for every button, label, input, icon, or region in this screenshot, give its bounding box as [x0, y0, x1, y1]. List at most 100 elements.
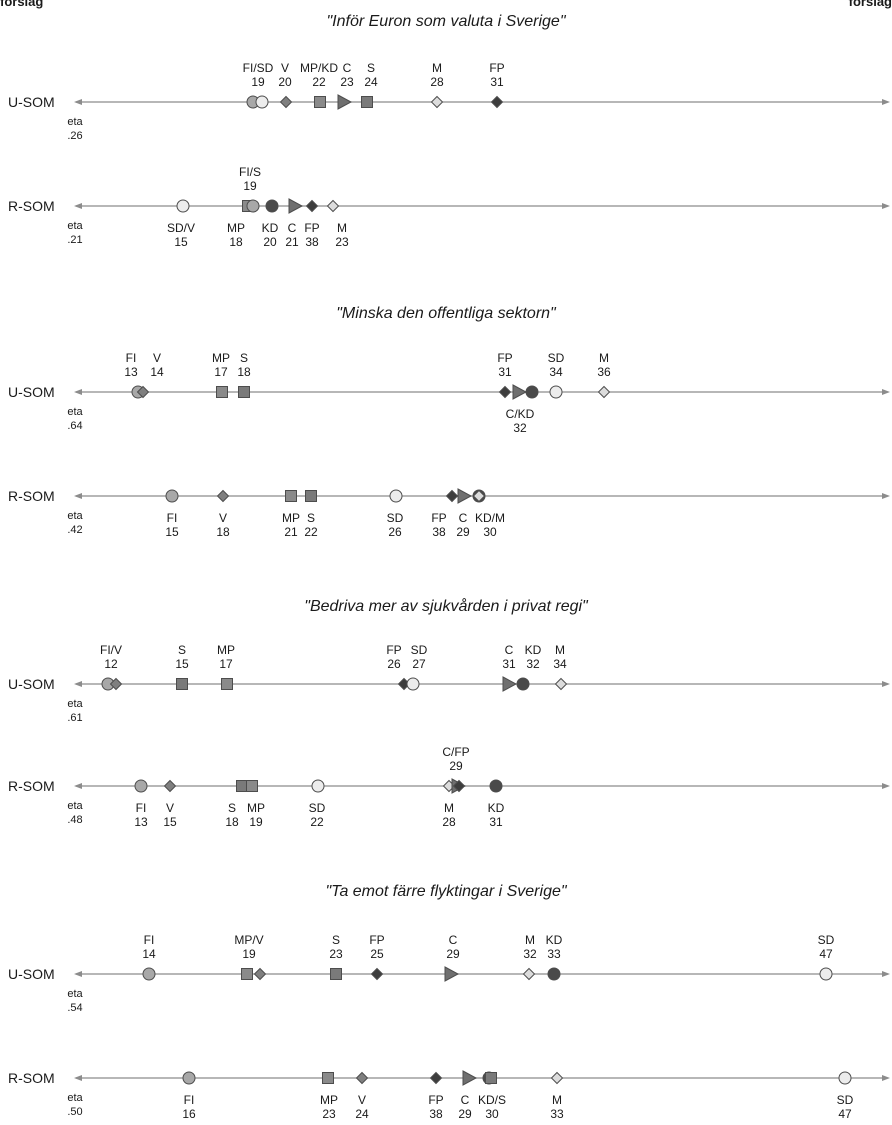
- party-label: FI: [144, 933, 155, 947]
- party-label: MP: [320, 1093, 338, 1107]
- party-label: M: [525, 933, 535, 947]
- party-label: M: [599, 351, 609, 365]
- party-label: FP: [431, 511, 446, 525]
- eta-label: eta: [67, 988, 83, 1000]
- party-value: 23: [340, 75, 354, 89]
- marker-sd: [389, 489, 403, 503]
- party-label: C: [461, 1093, 470, 1107]
- row-name: U-SOM: [8, 94, 55, 110]
- party-value: 47: [838, 1107, 852, 1121]
- eta-value: .50: [67, 1106, 82, 1118]
- party-value: 24: [364, 75, 378, 89]
- marker-fi: [165, 489, 179, 503]
- party-label: SD: [548, 351, 565, 365]
- party-label: S: [367, 61, 375, 75]
- party-label: C/KD: [506, 407, 535, 421]
- party-value: 21: [285, 235, 299, 249]
- party-label: S: [240, 351, 248, 365]
- axis-arrow-right: [882, 99, 890, 105]
- party-value: 14: [142, 947, 156, 961]
- eta-label: eta: [67, 1092, 83, 1104]
- marker-fp: [452, 779, 466, 793]
- party-label: V: [166, 801, 174, 815]
- party-value: 38: [429, 1107, 443, 1121]
- party-label: M: [337, 221, 347, 235]
- party-label: KD: [546, 933, 563, 947]
- marker-kd: [265, 199, 279, 213]
- party-value: 15: [175, 657, 189, 671]
- axis-arrow-left: [74, 783, 82, 789]
- party-label: FI/V: [100, 643, 122, 657]
- party-value: 19: [242, 947, 256, 961]
- party-value: 33: [550, 1107, 564, 1121]
- marker-fp: [490, 95, 504, 109]
- party-value: 36: [597, 365, 611, 379]
- party-value: 38: [432, 525, 446, 539]
- party-value: 20: [263, 235, 277, 249]
- marker-sd: [311, 779, 325, 793]
- marker-v: [279, 95, 293, 109]
- marker-mp: [221, 678, 233, 690]
- marker-fp: [305, 199, 319, 213]
- corner-label-right: förslag: [848, 0, 892, 9]
- marker-fp: [370, 967, 384, 981]
- corner-label-left: förslag: [0, 0, 44, 9]
- party-label: M: [552, 1093, 562, 1107]
- eta-value: .48: [67, 814, 82, 826]
- party-value: 32: [513, 421, 527, 435]
- party-value: 30: [485, 1107, 499, 1121]
- party-value: 18: [237, 365, 251, 379]
- eta-label: eta: [67, 510, 83, 522]
- marker-mp: [314, 96, 326, 108]
- marker-sd: [406, 677, 420, 691]
- eta-label: eta: [67, 698, 83, 710]
- party-label: SD: [837, 1093, 854, 1107]
- marker-c: [444, 966, 460, 982]
- party-value: 29: [446, 947, 460, 961]
- party-value: 30: [483, 525, 497, 539]
- party-label: FI/SD: [243, 61, 274, 75]
- axis-arrow-left: [74, 971, 82, 977]
- party-value: 15: [163, 815, 177, 829]
- party-value: 19: [251, 75, 265, 89]
- party-value: 29: [456, 525, 470, 539]
- marker-m: [472, 489, 486, 503]
- party-label: C: [343, 61, 352, 75]
- marker-m: [326, 199, 340, 213]
- party-value: 31: [502, 657, 516, 671]
- party-value: 17: [219, 657, 233, 671]
- party-value: 13: [134, 815, 148, 829]
- row-name: R-SOM: [8, 778, 55, 794]
- axis-arrow-right: [882, 783, 890, 789]
- eta-value: .64: [67, 420, 82, 432]
- party-value: 34: [549, 365, 563, 379]
- party-label: S: [307, 511, 315, 525]
- marker-fp: [429, 1071, 443, 1085]
- party-label: C/FP: [442, 745, 469, 759]
- axis-arrow-right: [882, 971, 890, 977]
- party-label: S: [228, 801, 236, 815]
- axis-arrow-left: [74, 681, 82, 687]
- party-label: FI: [184, 1093, 195, 1107]
- party-label: C: [288, 221, 297, 235]
- party-value: 32: [526, 657, 540, 671]
- marker-c: [457, 488, 473, 504]
- party-value: 12: [104, 657, 118, 671]
- party-label: MP: [282, 511, 300, 525]
- row-name: R-SOM: [8, 488, 55, 504]
- party-label: FP: [497, 351, 512, 365]
- marker-fp: [445, 489, 459, 503]
- eta-value: .42: [67, 524, 82, 536]
- marker-kd: [525, 385, 539, 399]
- party-value: 14: [150, 365, 164, 379]
- panel-title: "Minska den offentliga sektorn": [336, 305, 557, 322]
- party-label: M: [432, 61, 442, 75]
- party-label: FP: [369, 933, 384, 947]
- axis-arrow-right: [882, 493, 890, 499]
- party-label: SD: [309, 801, 326, 815]
- marker-c: [337, 94, 353, 110]
- marker-kd: [489, 779, 503, 793]
- party-value: 38: [305, 235, 319, 249]
- party-label: V: [153, 351, 161, 365]
- marker-m: [522, 967, 536, 981]
